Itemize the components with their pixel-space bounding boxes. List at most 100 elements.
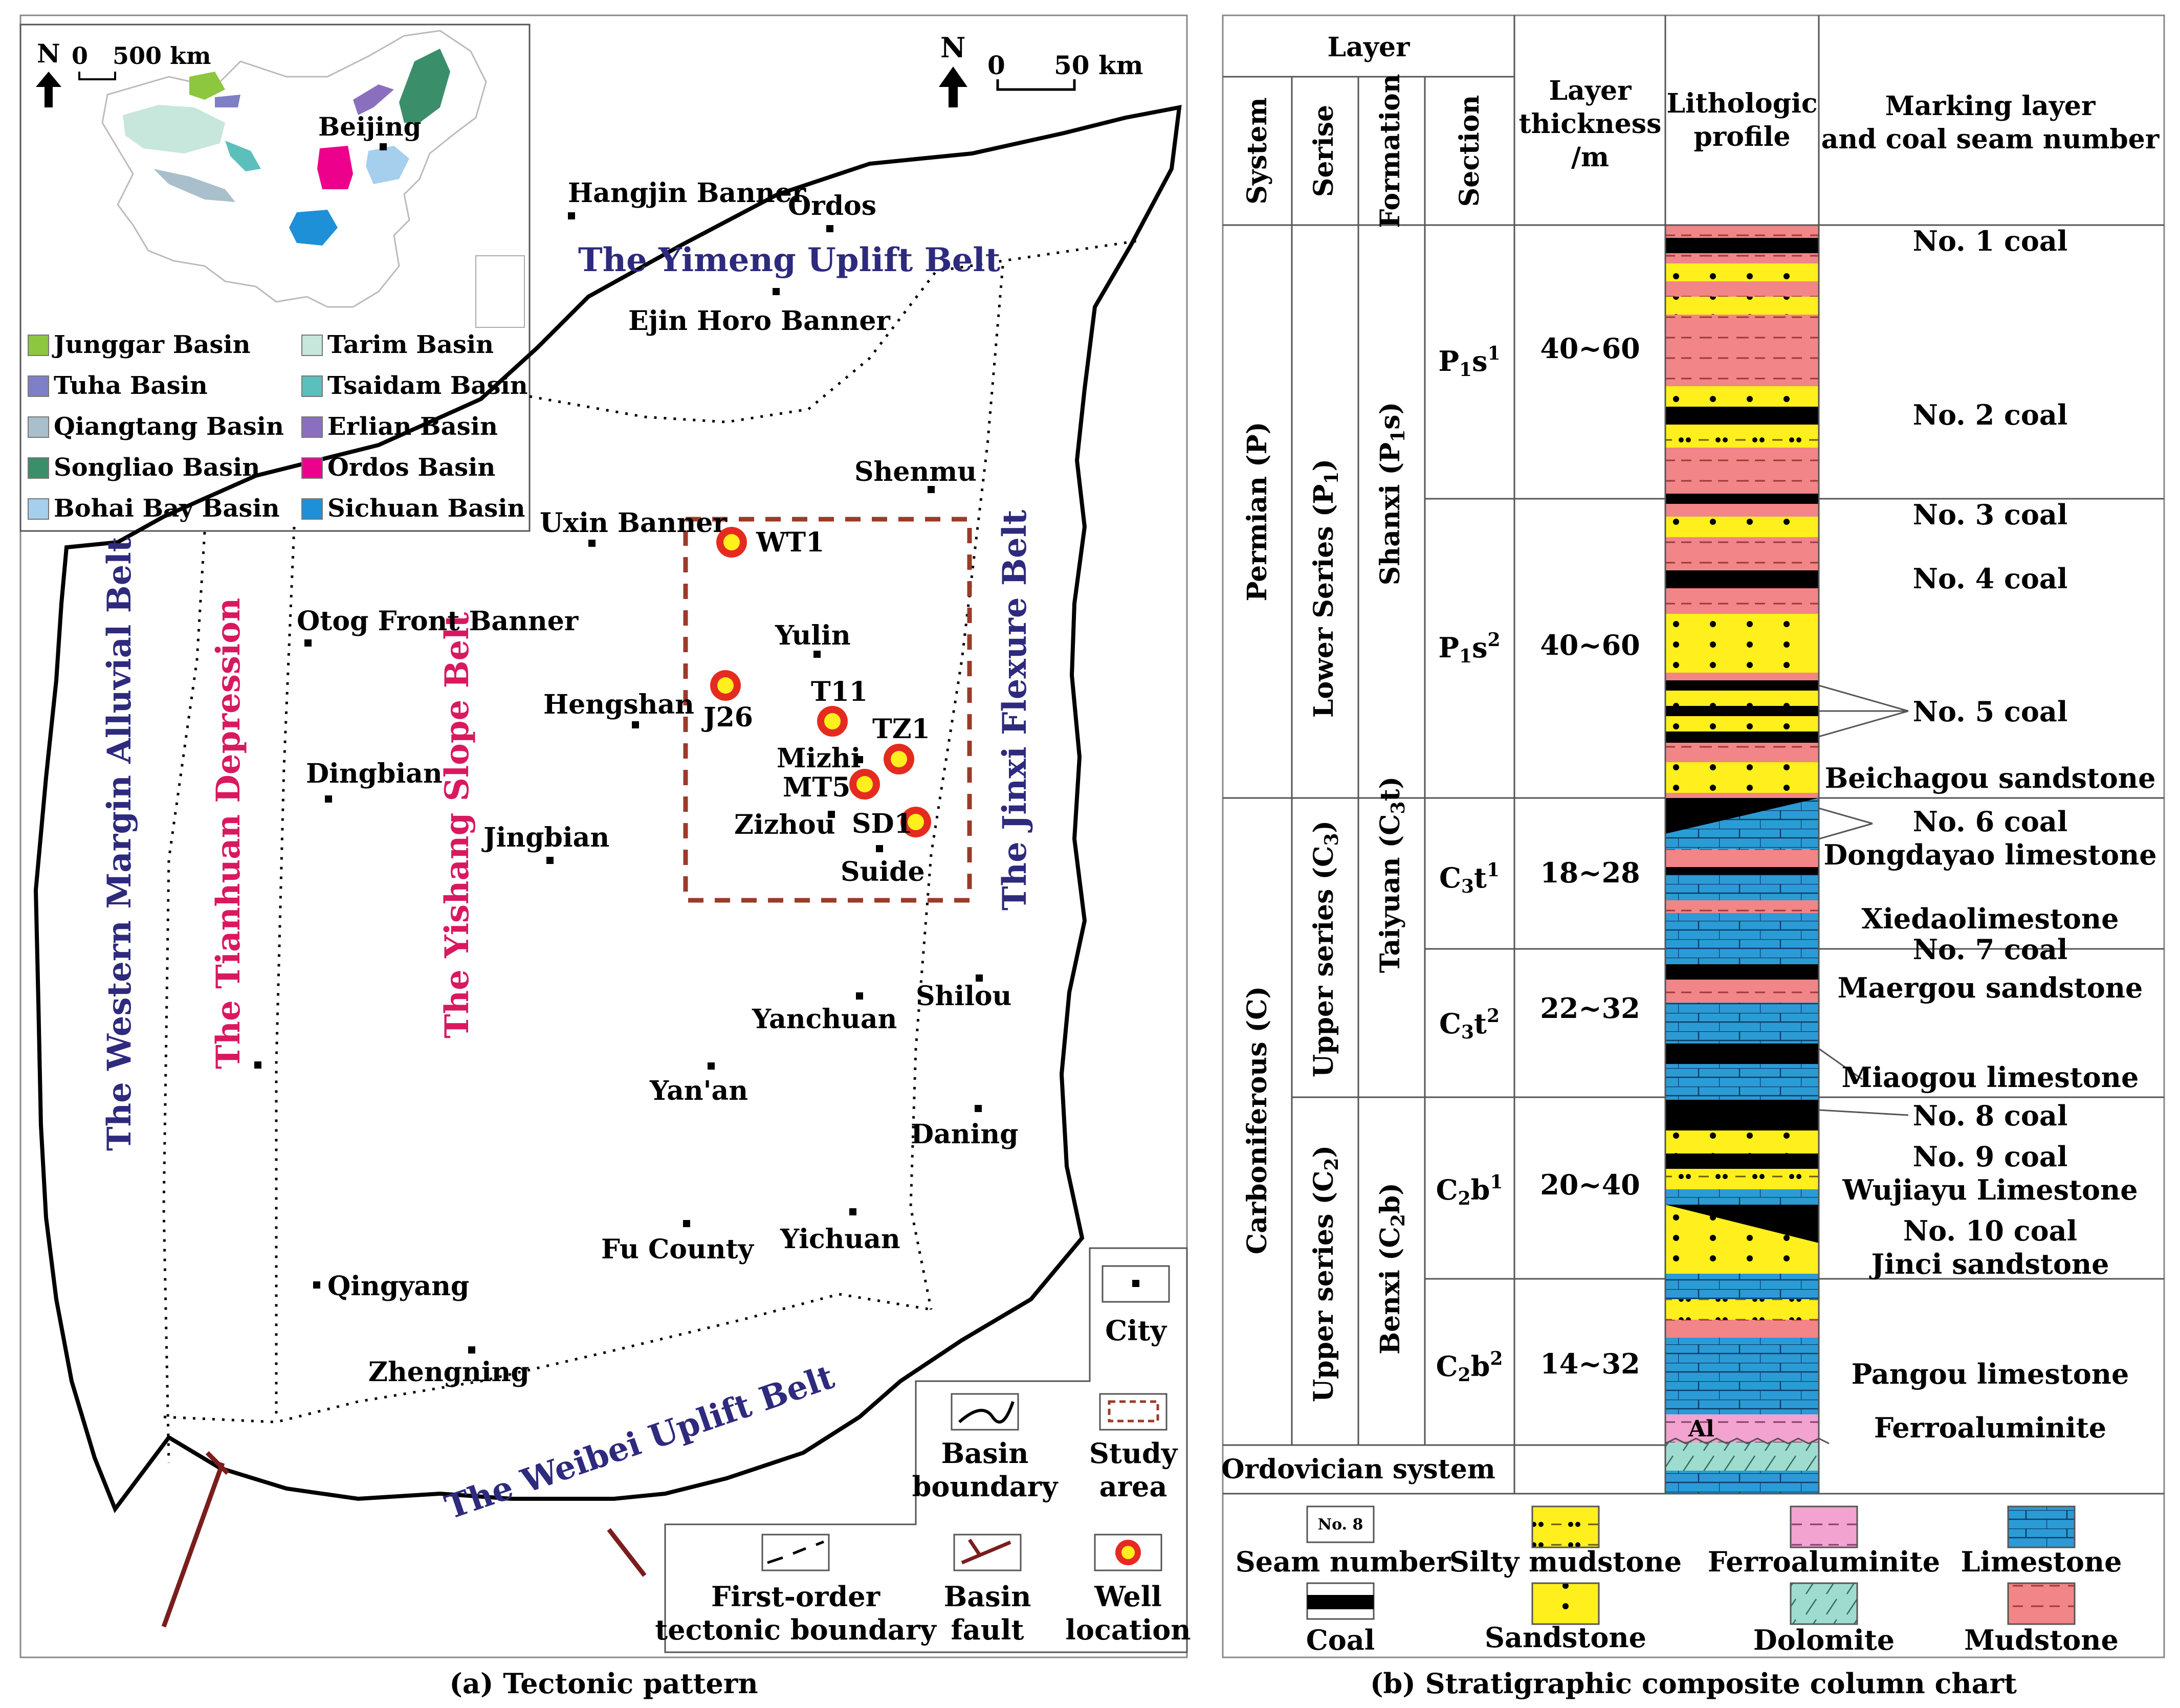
- column-headers: Layer System Serise Formation Section La…: [1242, 32, 2160, 228]
- header-section: Section: [1454, 95, 1485, 207]
- legend-swatch-erlian: [301, 416, 323, 438]
- tectonic-boundary-yimeng: [529, 239, 1141, 424]
- legend-coal-symbol: [1307, 1595, 1374, 1609]
- thickness-p1s1: 40~60: [1540, 332, 1640, 365]
- tectonic-boundary-western: [162, 531, 206, 1463]
- thickness-p1s2: 40~60: [1540, 629, 1640, 661]
- legend-dolomite-label: Dolomite: [1753, 1624, 1895, 1656]
- map-legend: City Basin boundary Study area First-ord…: [655, 1314, 1191, 1646]
- lithologic-profile: [1664, 224, 1830, 1495]
- songliao-basin-shape: [399, 49, 450, 123]
- basin-boundary: [33, 105, 1182, 1514]
- inset-scale-label: 500 km: [113, 42, 211, 70]
- legend-sichuan-label: Sichuan Basin: [327, 494, 525, 523]
- legend-swatch-junggar: [28, 335, 49, 356]
- legend-junggar-label: Junggar Basin: [52, 330, 251, 359]
- marker-beichagou-sandstone: Beichagou sandstone: [1825, 762, 2156, 794]
- city-zhengning: Zhengning: [368, 1357, 530, 1388]
- legend-bohai-label: Bohai Bay Basin: [54, 494, 280, 523]
- legend-tsaidam-label: Tsaidam Basin: [327, 371, 528, 400]
- marker-miaogou-limestone: Miaogou limestone: [1842, 1061, 2139, 1094]
- city-mizhi: Mizhi: [777, 743, 861, 774]
- thickness-c2b2: 14~32: [1540, 1347, 1640, 1380]
- series-lower-p1: Lower Series (P1): [1308, 459, 1342, 718]
- series-upper-c2: Upper series (C2): [1308, 1145, 1342, 1402]
- legend-swatch-tarim: [301, 335, 323, 356]
- marker-leader-lines: [1818, 684, 1909, 1116]
- legend-ferroaluminite-symbol: [1790, 1505, 1858, 1548]
- ferroaluminite-al-mark: Al: [1688, 1416, 1714, 1442]
- tuha-basin-shape: [215, 95, 240, 107]
- legend-basin-boundary-line2: boundary: [912, 1470, 1059, 1503]
- inset-city-beijing: Beijing: [318, 112, 421, 142]
- legend-swatch-ordos: [301, 457, 323, 479]
- main-north-label: N: [940, 31, 965, 64]
- city-zizhou: Zizhou: [734, 809, 835, 840]
- section-rows: P1s1 40~60 P1s2 40~60 C3t1 18~28 C3t2 22…: [1436, 332, 1640, 1386]
- column-caption: (b) Stratigraphic composite column chart: [1370, 1667, 2017, 1700]
- junggar-basin-shape: [189, 72, 225, 100]
- marker-jinci-sandstone: Jinci sandstone: [1869, 1248, 2109, 1280]
- column-table-grid: [1223, 15, 2164, 1495]
- city-qingyang: Qingyang: [327, 1271, 469, 1302]
- city-daning: Daning: [911, 1119, 1019, 1150]
- city-yanan: Yan'an: [649, 1075, 748, 1106]
- legend-qiangtang-label: Qiangtang Basin: [54, 412, 284, 441]
- city-suide: Suide: [841, 856, 925, 888]
- main-scale-bar: [996, 79, 1076, 91]
- legend-well-location-line2: location: [1065, 1613, 1191, 1646]
- city-yulin: Yulin: [775, 620, 851, 651]
- city-dingbian: Dingbian: [306, 758, 443, 789]
- bohai-bay-basin-shape: [366, 146, 409, 184]
- city-labels: Hangjin Banner Ordos Ejin Horo Banner Sh…: [254, 178, 1019, 1388]
- marker-no4-coal: No. 4 coal: [1913, 562, 2068, 595]
- erlian-basin-shape: [353, 84, 394, 115]
- marker-pangou-limestone: Pangou limestone: [1852, 1358, 2129, 1390]
- stratigraphy-labels: Permian (P) Carboniferous (C) Ordovician…: [1221, 402, 1495, 1485]
- legend-silty-mudstone-label: Silty mudstone: [1449, 1545, 1682, 1578]
- city-yanchuan: Yanchuan: [752, 1004, 897, 1035]
- well-j26-label: J26: [701, 702, 753, 733]
- tianhuan-depression-label: The Tianhuan Depression: [209, 598, 248, 1069]
- map-legend-frame: [664, 1247, 1188, 1653]
- inset-north-label: N: [37, 38, 60, 69]
- legend-tuha-label: Tuha Basin: [54, 371, 208, 400]
- beijing-marker: [380, 143, 387, 150]
- formation-shanxi: Shanxi (P1s): [1375, 402, 1409, 585]
- marker-no3-coal: No. 3 coal: [1913, 498, 2068, 531]
- inset-map: [19, 24, 531, 532]
- header-layer: Layer: [1328, 32, 1411, 63]
- city-ordos: Ordos: [788, 190, 876, 221]
- city-hengshan: Hengshan: [543, 689, 694, 720]
- well-wt1-label: WT1: [756, 527, 824, 558]
- sichuan-basin-shape: [289, 210, 338, 246]
- legend-swatch-songliao: [28, 457, 49, 479]
- marker-labels: No. 1 coal No. 2 coal No. 3 coal No. 4 c…: [1823, 225, 2156, 1444]
- header-system: System: [1242, 97, 1273, 204]
- city-shilou: Shilou: [916, 981, 1011, 1012]
- legend-dolomite-symbol: [1790, 1582, 1858, 1625]
- legend-silty-mudstone-symbol: [1531, 1505, 1600, 1548]
- formation-taiyuan: Taiyuan (C3t): [1375, 777, 1409, 973]
- legend-ferroaluminite-label: Ferroaluminite: [1708, 1545, 1940, 1578]
- marker-no10-coal: No. 10 coal: [1903, 1214, 2077, 1247]
- marker-no6-coal: No. 6 coal: [1913, 805, 2068, 838]
- yishang-slope-belt-label: The Yishang Slope Belt: [438, 612, 476, 1038]
- marker-maergou-sandstone: Maergou sandstone: [1838, 971, 2143, 1004]
- city-marker-unlabeled: [254, 1061, 261, 1069]
- legend-well-location-line1: Well: [1094, 1580, 1162, 1613]
- western-margin-belt-label: The Western Margin Alluvial Belt: [100, 537, 139, 1151]
- marker-no8-coal: No. 8 coal: [1913, 1099, 2068, 1132]
- yimeng-uplift-belt-label: The Yimeng Uplift Belt: [578, 241, 1001, 279]
- legend-city-symbol: [1132, 1280, 1139, 1287]
- marker-no7-coal: No. 7 coal: [1913, 933, 2068, 966]
- header-marking-line1: Marking layer: [1885, 91, 2096, 122]
- north-arrow-main: [939, 66, 967, 107]
- legend-ordos-label: Ordos Basin: [327, 453, 495, 482]
- tsaidam-basin-shape: [225, 141, 261, 171]
- legend-mudstone-symbol: [2007, 1582, 2076, 1625]
- city-yichuan: Yichuan: [780, 1224, 900, 1255]
- section-c2b1: C2b1: [1436, 1171, 1503, 1209]
